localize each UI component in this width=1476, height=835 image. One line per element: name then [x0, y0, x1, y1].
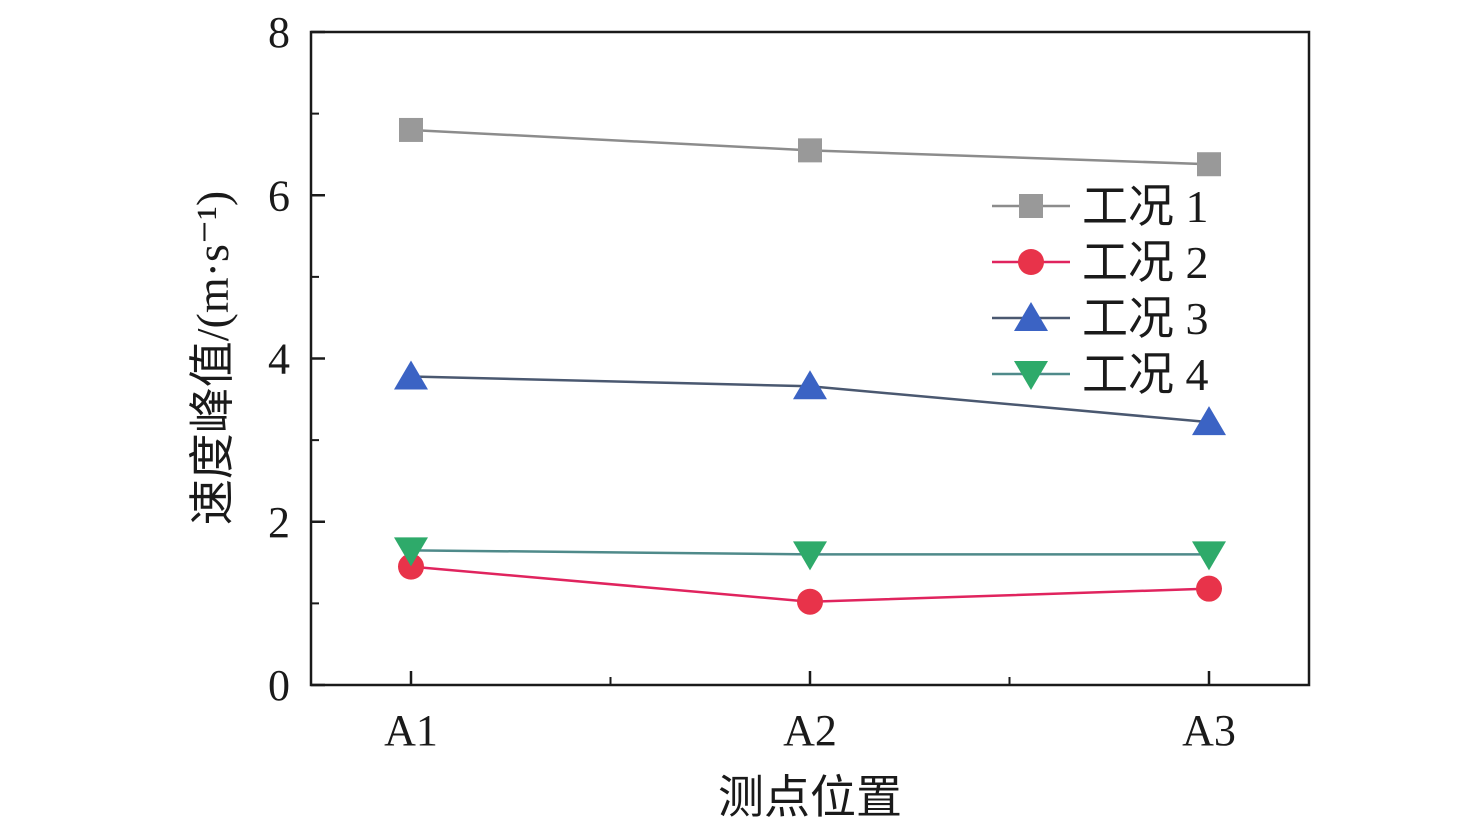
legend-item-3: 工况 3: [992, 293, 1209, 344]
y-axis-title: 速度峰值/(m·s⁻¹): [187, 191, 238, 526]
data-point: [399, 117, 423, 142]
y-tick-label: 8: [268, 8, 290, 57]
data-point: [394, 537, 428, 567]
legend-label: 工况 2: [1082, 237, 1209, 288]
data-point: [793, 370, 827, 400]
x-tick-label: A2: [783, 706, 837, 755]
series-2: [398, 553, 1222, 615]
legend-item-4: 工况 4: [992, 349, 1209, 400]
series-3: [394, 360, 1226, 436]
legend-label: 工况 3: [1082, 293, 1209, 344]
legend-item-2: 工况 2: [992, 237, 1209, 288]
y-axis: 0 2 4 6 8: [268, 8, 325, 710]
legend-marker: [1014, 302, 1048, 331]
data-point: [1192, 541, 1226, 571]
legend-marker: [1018, 249, 1044, 275]
x-tick-label: A1: [384, 706, 438, 755]
data-point: [798, 138, 822, 163]
legend-marker: [1014, 361, 1048, 390]
data-point: [1196, 575, 1222, 602]
data-point: [394, 360, 428, 390]
data-point: [793, 541, 827, 571]
y-tick-label: 6: [268, 171, 290, 220]
legend-label: 工况 1: [1082, 181, 1209, 232]
x-axis-title: 测点位置: [718, 772, 902, 823]
data-point: [398, 553, 424, 580]
series-1: [399, 117, 1221, 177]
y-tick-label: 0: [268, 661, 290, 710]
y-tick-label: 4: [268, 335, 290, 384]
data-point: [1197, 152, 1221, 177]
legend-item-1: 工况 1: [992, 181, 1209, 232]
y-tick-label: 2: [268, 498, 290, 547]
legend-label: 工况 4: [1082, 349, 1209, 400]
series-layer: [394, 117, 1226, 615]
data-point: [1192, 406, 1226, 436]
series-4: [394, 537, 1226, 571]
legend: 工况 1工况 2工况 3工况 4: [992, 181, 1209, 400]
x-tick-label: A3: [1182, 706, 1236, 755]
data-point: [797, 588, 823, 615]
legend-marker: [1019, 194, 1043, 218]
x-axis: A1 A2 A3: [384, 671, 1236, 755]
